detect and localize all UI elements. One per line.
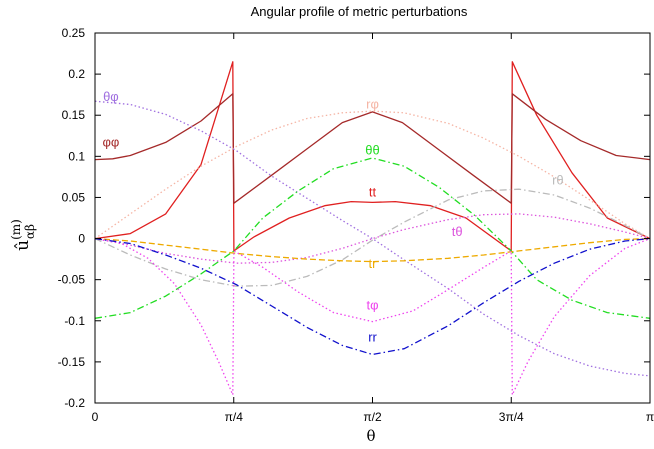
series-label: rr (368, 329, 377, 344)
series-label: tr (369, 256, 378, 271)
series-label: θφ (103, 89, 119, 104)
series-label: tφ (367, 297, 379, 312)
series-label: θθ (365, 143, 379, 158)
series-label: rθ (552, 172, 564, 187)
series-label: φφ (102, 134, 119, 149)
plot-frame (94, 32, 651, 404)
series-line-9 (94, 237, 651, 356)
series-line-4 (94, 157, 651, 319)
series-labels: θφ φφ rφ θθ tt rθ tθ tr tφ rr (102, 89, 563, 344)
x-tick-label: 0 (92, 410, 99, 424)
y-axis-label-sup: (m) (9, 219, 23, 240)
series-line-8 (94, 237, 651, 396)
y-tick-label: -0.2 (64, 396, 85, 410)
series-line-6 (94, 213, 651, 264)
x-tick-label: π/2 (363, 410, 382, 424)
y-tick-label: -0.15 (58, 355, 86, 369)
ticks-layer: 0 π/4 π/2 3π/4 π 0.25 0.2 0.15 0.1 0.05 0 -0.05 -0.1… (58, 26, 654, 424)
y-axis-label-sub: αβ (23, 224, 37, 239)
series-line-7 (94, 237, 651, 263)
y-tick-label: -0.05 (58, 273, 86, 287)
series-layer (94, 61, 651, 396)
y-tick-label: 0.25 (62, 26, 86, 40)
x-axis-label: θ (366, 427, 375, 445)
y-tick-label: 0.1 (68, 149, 85, 163)
y-tick-label: 0.05 (62, 190, 86, 204)
series-label: rφ (366, 97, 379, 112)
series-line-2 (94, 110, 651, 240)
series-line-1 (94, 93, 651, 204)
series-line-5 (94, 188, 651, 287)
x-tick-label: 3π/4 (499, 410, 524, 424)
y-tick-label: 0.2 (68, 67, 85, 81)
y-axis-label-base: û (13, 240, 33, 251)
y-tick-label: 0 (78, 232, 85, 246)
x-tick-label: π/4 (225, 410, 244, 424)
svg-text:û(m)αβ: û(m)αβ (9, 219, 37, 251)
y-tick-label: -0.1 (64, 314, 85, 328)
series-label: tt (369, 185, 377, 200)
y-tick-label: 0.15 (62, 108, 86, 122)
series-line-0 (94, 61, 651, 252)
x-tick-label: π (646, 410, 654, 424)
y-axis-label: û(m)αβ (9, 219, 37, 251)
series-label: tθ (452, 224, 463, 239)
chart-title: Angular profile of metric perturbations (251, 4, 468, 19)
